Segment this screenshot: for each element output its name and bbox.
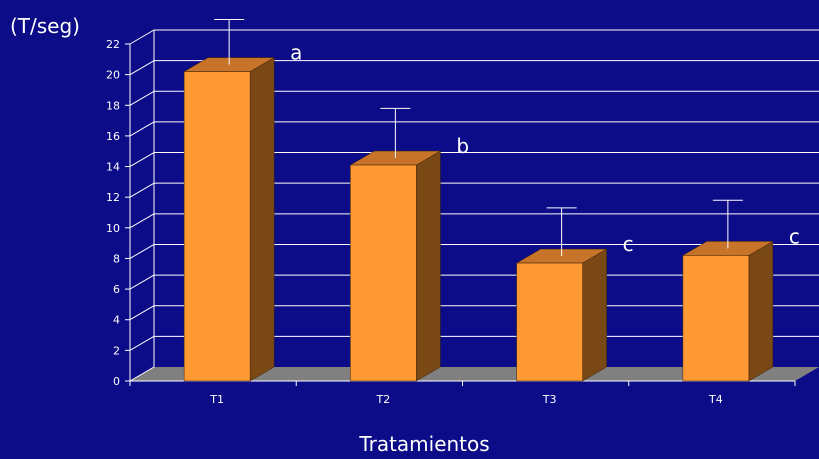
wall-gridline (129, 274, 155, 290)
x-tick-label: T4 (708, 393, 723, 406)
bar-side (582, 248, 607, 382)
wall-gridline (129, 121, 155, 137)
y-tick-label: 18 (106, 99, 120, 112)
y-tick-label: 12 (106, 191, 120, 204)
y-tick-label: 2 (113, 344, 120, 357)
wall-gridline (129, 182, 155, 198)
wall-gridline (129, 60, 155, 76)
x-tick-label: T2 (376, 393, 391, 406)
wall-gridline (129, 152, 155, 167)
wall-gridline (129, 244, 155, 259)
significance-letter: a (290, 41, 302, 65)
y-tick-label: 14 (106, 161, 120, 174)
y-axis-label: (T/seg) (10, 14, 80, 38)
x-axis-label: Tratamientos (359, 432, 490, 456)
wall-gridline (129, 29, 155, 45)
bar (350, 164, 417, 382)
bar (183, 71, 251, 382)
y-tick-label: 0 (113, 375, 120, 388)
wall-gridline (129, 305, 155, 321)
bar (682, 255, 750, 382)
wall-gridline (129, 213, 155, 229)
bar-side (249, 57, 275, 382)
y-tick-label: 10 (106, 222, 120, 235)
floor (130, 367, 819, 381)
y-tick-label: 4 (113, 314, 120, 327)
bar (516, 262, 583, 382)
bar-side (416, 150, 441, 382)
significance-letter: b (456, 134, 469, 158)
x-tick-label: T3 (542, 393, 557, 406)
significance-letter: c (789, 224, 800, 248)
y-tick-label: 22 (106, 38, 120, 51)
y-tick-label: 16 (106, 130, 120, 143)
y-tick-label: 20 (106, 69, 120, 82)
significance-letter: c (623, 232, 634, 256)
x-tick-label: T1 (209, 393, 224, 406)
wall-gridline (129, 90, 155, 106)
y-tick-label: 6 (113, 283, 120, 296)
y-tick-label: 8 (113, 252, 120, 265)
bar-side (748, 240, 774, 382)
wall-gridline (129, 366, 155, 382)
wall-gridline (129, 335, 155, 351)
